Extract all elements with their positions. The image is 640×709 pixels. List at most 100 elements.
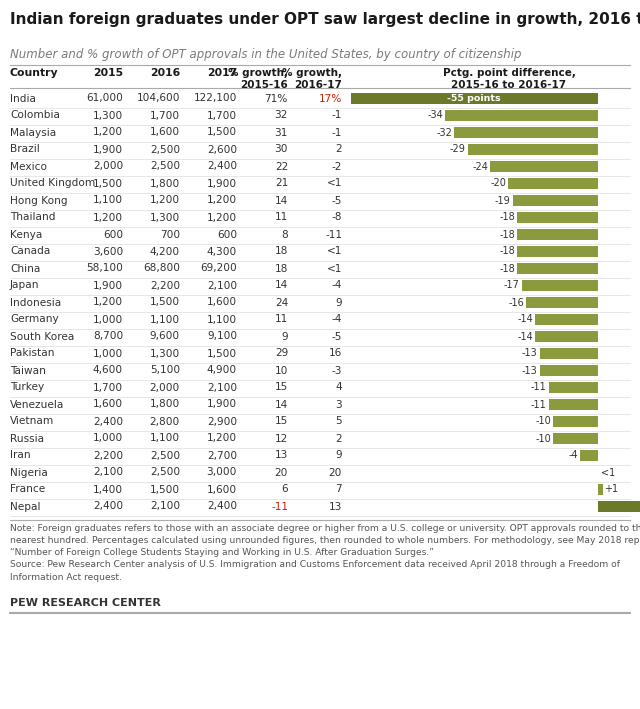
Text: % growth,
2016-17: % growth, 2016-17 [282,68,342,91]
Text: 5: 5 [335,416,342,427]
Text: 2016: 2016 [150,68,180,78]
Text: 2,200: 2,200 [93,450,123,461]
Text: 68,800: 68,800 [143,264,180,274]
Text: 1,300: 1,300 [93,111,123,121]
Text: 1,300: 1,300 [150,349,180,359]
Text: 2,400: 2,400 [93,501,123,511]
Bar [517,212,598,223]
Text: 1,200: 1,200 [207,433,237,444]
Text: 1,100: 1,100 [150,315,180,325]
Text: Indonesia: Indonesia [10,298,61,308]
Text: 15: 15 [275,382,288,393]
Text: Vietnam: Vietnam [10,416,54,427]
Text: 1,600: 1,600 [93,399,123,410]
Bar [553,433,598,444]
Text: United Kingdom: United Kingdom [10,179,95,189]
Text: -4: -4 [568,450,578,461]
Text: <1: <1 [326,264,342,274]
Text: -18: -18 [499,264,515,274]
Text: -3: -3 [332,366,342,376]
Text: 4: 4 [335,382,342,393]
Bar [548,399,598,410]
Text: 11: 11 [275,315,288,325]
Text: 2,600: 2,600 [207,145,237,155]
Text: 12: 12 [275,433,288,444]
Text: -18: -18 [499,213,515,223]
Text: 2: 2 [335,433,342,444]
Text: 1,700: 1,700 [207,111,237,121]
Text: 2,200: 2,200 [150,281,180,291]
Text: -11: -11 [531,382,547,393]
Text: Nepal: Nepal [10,501,40,511]
Text: -2: -2 [332,162,342,172]
Text: % growth,
2015-16: % growth, 2015-16 [228,68,288,91]
Text: Pakistan: Pakistan [10,349,54,359]
Text: Note: Foreign graduates refers to those with an associate degree or higher from : Note: Foreign graduates refers to those … [10,524,640,581]
Text: 13: 13 [275,450,288,461]
Text: -5: -5 [332,196,342,206]
Text: -4: -4 [332,315,342,325]
Text: Turkey: Turkey [10,382,44,393]
Text: 4,200: 4,200 [150,247,180,257]
Text: 8: 8 [281,230,288,240]
Text: 1,600: 1,600 [207,298,237,308]
Text: -11: -11 [325,230,342,240]
Bar [535,314,598,325]
Text: 1,300: 1,300 [150,213,180,223]
Text: <1: <1 [326,247,342,257]
Text: 1,600: 1,600 [150,128,180,138]
Bar [580,450,598,461]
Text: 2,800: 2,800 [150,416,180,427]
Text: Venezuela: Venezuela [10,399,65,410]
Text: 1,200: 1,200 [93,213,123,223]
Text: 32: 32 [275,111,288,121]
Text: -14: -14 [517,315,533,325]
Text: 1,200: 1,200 [150,196,180,206]
Text: 9: 9 [335,450,342,461]
Text: 1,900: 1,900 [93,281,123,291]
Bar [445,110,598,121]
Text: 8,700: 8,700 [93,332,123,342]
Text: -18: -18 [499,230,515,240]
Text: Japan: Japan [10,281,40,291]
Text: 4,900: 4,900 [207,366,237,376]
Text: 600: 600 [103,230,123,240]
Text: 2017: 2017 [207,68,237,78]
Text: 10: 10 [275,366,288,376]
Text: 14: 14 [275,196,288,206]
Text: 1,200: 1,200 [93,298,123,308]
Text: 1,100: 1,100 [93,196,123,206]
Text: -16: -16 [508,298,524,308]
Text: -55 points: -55 points [447,94,501,103]
Text: 1,500: 1,500 [207,128,237,138]
Bar [517,263,598,274]
Text: -18: -18 [499,247,515,257]
Bar [517,229,598,240]
Text: 2,900: 2,900 [207,416,237,427]
Text: Thailand: Thailand [10,213,56,223]
Text: 9,600: 9,600 [150,332,180,342]
Text: 5,100: 5,100 [150,366,180,376]
Text: 20: 20 [275,467,288,477]
Text: -10: -10 [535,416,551,427]
Bar [535,331,598,342]
Text: Hong Kong: Hong Kong [10,196,68,206]
Text: 4,300: 4,300 [207,247,237,257]
Text: PEW RESEARCH CENTER: PEW RESEARCH CENTER [10,598,161,608]
Text: 3,600: 3,600 [93,247,123,257]
Text: 2,400: 2,400 [207,162,237,172]
Text: 71%: 71% [264,94,288,104]
Text: 104,600: 104,600 [136,94,180,104]
Bar [522,280,598,291]
Text: -17: -17 [504,281,520,291]
Text: Russia: Russia [10,433,44,444]
Bar [517,246,598,257]
Text: -1: -1 [332,128,342,138]
Text: Mexico: Mexico [10,162,47,172]
Text: Iran: Iran [10,450,31,461]
Text: 3,000: 3,000 [207,467,237,477]
Text: 1,200: 1,200 [93,128,123,138]
Text: -24: -24 [472,162,488,172]
Text: 9: 9 [335,298,342,308]
Text: 122,100: 122,100 [194,94,237,104]
